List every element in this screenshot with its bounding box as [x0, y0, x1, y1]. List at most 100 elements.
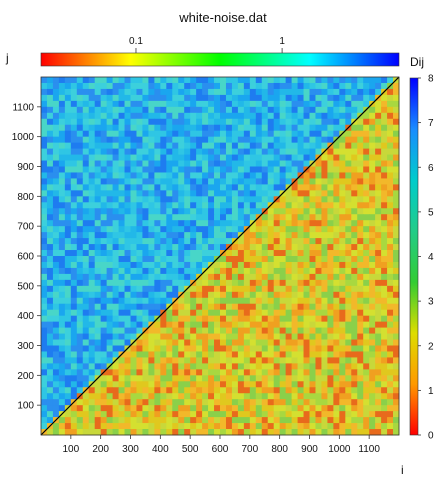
- heatmap-cell: [58, 417, 66, 424]
- heatmap-cell: [243, 112, 251, 120]
- heatmap-cell: [249, 333, 257, 340]
- heatmap-cell: [291, 303, 298, 311]
- heatmap-cell: [279, 387, 287, 394]
- heatmap-cell: [333, 256, 340, 263]
- heatmap-cell: [148, 220, 155, 227]
- heatmap-cell: [160, 178, 167, 185]
- heatmap-cell: [285, 214, 292, 221]
- heatmap-cell: [315, 321, 322, 328]
- heatmap-cell: [249, 196, 257, 203]
- heatmap-cell: [387, 130, 394, 138]
- heatmap-cell: [363, 399, 370, 406]
- heatmap-cell: [202, 357, 209, 364]
- heatmap-cell: [160, 363, 167, 370]
- heatmap-cell: [375, 112, 382, 120]
- heatmap-cell: [148, 309, 155, 317]
- heatmap-cell: [381, 363, 388, 370]
- heatmap-cell: [58, 226, 66, 233]
- heatmap-cell: [315, 303, 322, 311]
- heatmap-cell: [273, 214, 281, 221]
- heatmap-cell: [172, 184, 179, 191]
- heatmap-cell: [375, 273, 382, 281]
- heatmap-cell: [375, 124, 382, 132]
- heatmap-cell: [393, 202, 400, 209]
- heatmap-cell: [148, 387, 155, 394]
- heatmap-cell: [82, 309, 90, 317]
- heatmap-cell: [190, 399, 197, 406]
- heatmap-cell: [375, 267, 382, 275]
- heatmap-cell: [166, 178, 173, 185]
- heatmap-cell: [172, 327, 179, 334]
- heatmap-cell: [255, 244, 263, 251]
- heatmap-cell: [231, 118, 239, 126]
- heatmap-cell: [315, 285, 322, 293]
- heatmap-cell: [196, 369, 203, 376]
- heatmap-cell: [118, 405, 125, 412]
- heatmap-cell: [357, 429, 364, 436]
- heatmap-cell: [267, 160, 275, 167]
- heatmap-cell: [112, 94, 119, 102]
- heatmap-cell: [393, 381, 400, 388]
- heatmap-cell: [196, 148, 203, 155]
- heatmap-cell: [267, 142, 275, 149]
- heatmap-cell: [225, 100, 233, 108]
- heatmap-cell: [220, 232, 227, 239]
- heatmap-cell: [345, 303, 352, 311]
- heatmap-cell: [94, 423, 102, 430]
- heatmap-cell: [41, 291, 48, 299]
- heatmap-cell: [64, 244, 72, 251]
- heatmap-cell: [363, 118, 370, 126]
- heatmap-cell: [172, 363, 179, 370]
- heatmap-cell: [118, 369, 125, 376]
- heatmap-cell: [106, 136, 113, 144]
- heatmap-cell: [130, 196, 137, 203]
- heatmap-cell: [231, 166, 239, 173]
- heatmap-cell: [309, 417, 316, 424]
- heatmap-cell: [327, 303, 334, 311]
- heatmap-cell: [41, 411, 48, 418]
- heatmap-cell: [100, 429, 108, 436]
- heatmap-cell: [351, 226, 358, 233]
- heatmap-cell: [112, 208, 119, 215]
- heatmap-cell: [297, 381, 304, 388]
- heatmap-cell: [303, 411, 310, 418]
- heatmap-cell: [148, 190, 155, 197]
- heatmap-cell: [339, 178, 346, 185]
- heatmap-cell: [166, 82, 173, 90]
- heatmap-cell: [46, 399, 54, 406]
- heatmap-cell: [249, 184, 257, 191]
- heatmap-cell: [387, 261, 394, 269]
- heatmap-cell: [202, 261, 209, 269]
- heatmap-cell: [154, 351, 161, 358]
- heatmap-cell: [88, 88, 96, 96]
- heatmap-cell: [327, 363, 334, 370]
- heatmap-cell: [130, 321, 137, 328]
- heatmap-cell: [345, 130, 352, 138]
- heatmap-cell: [297, 250, 304, 257]
- heatmap-cell: [88, 178, 96, 185]
- heatmap-cell: [225, 369, 233, 376]
- heatmap-cell: [309, 100, 316, 108]
- heatmap-cell: [154, 339, 161, 346]
- heatmap-cell: [106, 375, 113, 382]
- heatmap-cell: [118, 423, 125, 430]
- heatmap-cell: [94, 214, 102, 221]
- heatmap-cell: [196, 291, 203, 299]
- heatmap-cell: [273, 285, 281, 293]
- heatmap-cell: [225, 429, 233, 436]
- heatmap-cell: [357, 202, 364, 209]
- heatmap-cell: [160, 261, 167, 269]
- heatmap-cell: [184, 130, 191, 138]
- heatmap-cell: [88, 82, 96, 90]
- heatmap-cell: [154, 303, 161, 311]
- heatmap-cell: [369, 285, 376, 293]
- heatmap-cell: [249, 345, 257, 352]
- heatmap-cell: [375, 166, 382, 173]
- heatmap-cell: [309, 172, 316, 179]
- heatmap-cell: [202, 208, 209, 215]
- heatmap-cell: [285, 297, 292, 305]
- heatmap-cell: [52, 345, 60, 352]
- heatmap-cell: [279, 273, 287, 281]
- heatmap-cell: [154, 196, 161, 203]
- heatmap-cell: [118, 256, 125, 263]
